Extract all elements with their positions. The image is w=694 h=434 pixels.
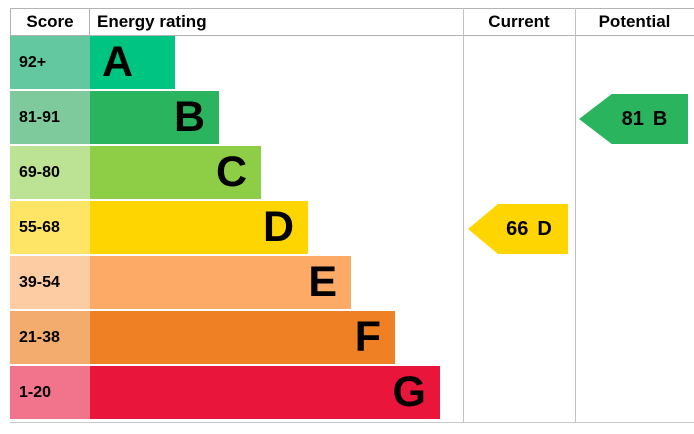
column-divider-current [463,8,464,423]
score-range-g: 1-20 [10,366,90,419]
rating-bar-b: B [90,91,219,144]
rating-bar-f: F [90,311,395,364]
rating-letter-f: F [354,313,381,361]
header-current: Current [488,12,550,31]
chart-bottom-border [10,422,694,423]
potential-rating-value: 81 [621,107,644,130]
rating-letter-b: B [173,93,205,141]
rating-letter-g: G [392,368,426,416]
band-row-c: 69-80 C [10,146,463,201]
current-rating-band: D [537,217,552,240]
header-score: Score [11,9,90,35]
band-row-f: 21-38 F [10,311,463,366]
header-energy-rating: Energy rating [97,12,207,31]
band-row-a: 92+ A [10,36,463,91]
score-range-f: 21-38 [10,311,90,364]
current-rating-value: 66 [506,217,529,240]
current-rating-arrow: 66 D [468,204,568,254]
score-range-a: 92+ [10,36,90,89]
band-row-g: 1-20 G [10,366,463,421]
rating-bar-c: C [90,146,261,199]
potential-rating-band: B [652,107,668,130]
band-row-b: 81-91 B [10,91,463,146]
potential-rating-arrow: 81 B [579,94,688,144]
header-row: Score Energy rating Current Potential [10,8,694,36]
header-potential: Potential [598,12,671,31]
band-rows: 92+ A 81-91 B 69-80 C 55-68 D 39-54 E 21-38 F 1-20 G [10,36,463,421]
score-range-d: 55-68 [10,201,90,254]
rating-letter-e: E [308,258,337,306]
score-range-c: 69-80 [10,146,90,199]
column-divider-potential [575,8,576,423]
rating-letter-a: A [101,38,133,86]
rating-bar-a: A [90,36,175,89]
score-range-e: 39-54 [10,256,90,309]
rating-bar-g: G [90,366,440,419]
score-range-b: 81-91 [10,91,90,144]
band-row-d: 55-68 D [10,201,463,256]
rating-bar-e: E [90,256,351,309]
rating-letter-c: C [215,148,247,196]
rating-bar-d: D [90,201,308,254]
rating-letter-d: D [262,203,294,251]
band-row-e: 39-54 E [10,256,463,311]
